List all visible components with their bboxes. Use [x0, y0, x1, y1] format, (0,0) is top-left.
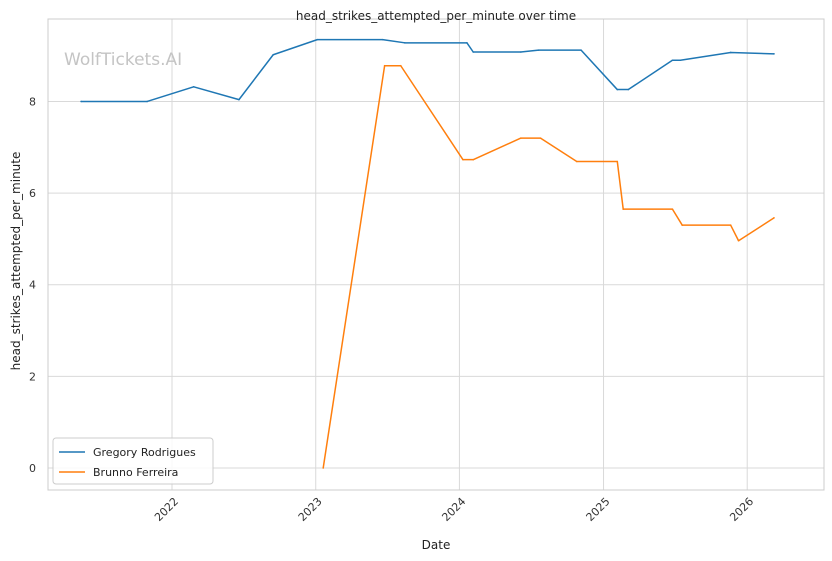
data-point [520, 51, 522, 53]
grid-lines [48, 19, 824, 490]
data-point [192, 86, 195, 88]
x-tick-label: 2025 [584, 495, 613, 524]
data-point [671, 59, 674, 62]
data-point [316, 38, 319, 41]
data-point [537, 49, 540, 51]
data-point [679, 59, 682, 62]
data-point [616, 88, 619, 91]
y-tick-label: 4 [29, 279, 36, 292]
data-point [472, 51, 475, 53]
x-tick-label: 2026 [727, 495, 756, 524]
legend: Gregory Rodrigues Brunno Ferreira [52, 437, 214, 485]
legend-label-gregory-rodrigues: Gregory Rodrigues [93, 446, 196, 459]
series-line-0 [81, 38, 775, 103]
data-point [466, 42, 468, 44]
data-point [773, 217, 775, 219]
series-line-1 [322, 64, 775, 469]
series-lines [80, 38, 775, 469]
data-point [238, 98, 240, 101]
data-point [272, 53, 275, 56]
data-point [80, 100, 82, 103]
x-axis-label: Date [422, 538, 451, 552]
data-point [381, 38, 384, 41]
plot-frame [47, 18, 825, 491]
data-point [383, 64, 386, 67]
data-point [627, 88, 630, 91]
data-point [539, 137, 542, 139]
y-tick-label: 0 [29, 462, 36, 475]
y-tick-label: 2 [29, 370, 36, 383]
y-tick-label: 6 [29, 187, 36, 200]
data-point [520, 137, 522, 139]
data-point [729, 224, 732, 226]
data-point [622, 208, 625, 210]
data-point [462, 158, 464, 161]
legend-label-brunno-ferreira: Brunno Ferreira [93, 466, 178, 479]
y-axis-label: head_strikes_attempted_per_minute [9, 152, 23, 371]
x-tick-label: 2024 [439, 495, 468, 524]
y-tick-label: 8 [29, 95, 36, 108]
data-point [575, 160, 578, 163]
data-point [681, 224, 684, 226]
x-tick-label: 2022 [152, 495, 181, 524]
chart-title: head_strikes_attempted_per_minute over t… [296, 9, 576, 23]
data-point [737, 239, 740, 242]
data-point [399, 64, 402, 67]
data-point [580, 49, 582, 51]
data-point [322, 467, 325, 469]
data-point [616, 160, 619, 163]
data-point [403, 42, 406, 44]
x-tick-label: 2023 [296, 495, 325, 524]
data-point [472, 158, 475, 161]
data-point [146, 100, 149, 103]
data-point [729, 51, 732, 54]
data-point [773, 53, 775, 55]
data-point [671, 208, 674, 210]
watermark: WolfTickets.AI [64, 50, 182, 70]
legend-box [52, 437, 214, 485]
